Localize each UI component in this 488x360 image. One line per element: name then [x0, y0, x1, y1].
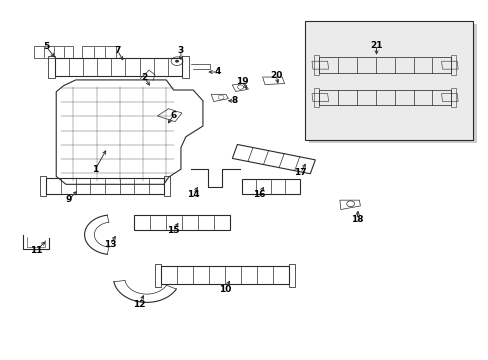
Bar	[314, 88, 319, 107]
Bar	[319, 57, 450, 73]
Bar	[319, 90, 450, 105]
Text: 3: 3	[178, 46, 183, 55]
Text: 20: 20	[269, 71, 282, 80]
Text: 12: 12	[133, 300, 145, 309]
Bar	[304, 21, 472, 140]
Bar	[161, 266, 288, 284]
Bar	[232, 144, 315, 174]
Text: 13: 13	[103, 240, 116, 249]
Text: 1: 1	[92, 165, 98, 174]
Bar	[242, 179, 299, 194]
Bar	[308, 24, 476, 143]
Bar	[163, 176, 170, 196]
Bar	[450, 55, 455, 75]
Bar	[182, 56, 188, 78]
Bar	[155, 264, 161, 287]
Text: 15: 15	[167, 226, 180, 235]
Bar	[288, 264, 294, 287]
Bar	[82, 46, 116, 58]
Text: 5: 5	[43, 42, 49, 51]
Text: 16: 16	[252, 190, 265, 199]
Text: 19: 19	[235, 77, 248, 85]
Bar	[40, 176, 46, 196]
Bar	[34, 46, 73, 58]
Bar	[46, 178, 163, 194]
Bar	[134, 215, 229, 230]
Text: 2: 2	[141, 73, 147, 82]
Text: 8: 8	[231, 96, 237, 105]
Bar	[48, 56, 55, 78]
Bar	[314, 55, 319, 75]
Text: 6: 6	[170, 111, 176, 120]
Text: 18: 18	[350, 215, 363, 224]
Text: 17: 17	[294, 168, 306, 177]
Text: 14: 14	[186, 190, 199, 199]
Bar	[450, 88, 455, 107]
Circle shape	[175, 60, 179, 63]
Text: 7: 7	[114, 46, 121, 55]
Text: 21: 21	[369, 40, 382, 49]
Text: 9: 9	[65, 195, 72, 204]
Bar	[55, 58, 182, 76]
Text: 4: 4	[214, 68, 221, 77]
Text: 10: 10	[218, 285, 231, 294]
Text: 11: 11	[30, 246, 43, 255]
